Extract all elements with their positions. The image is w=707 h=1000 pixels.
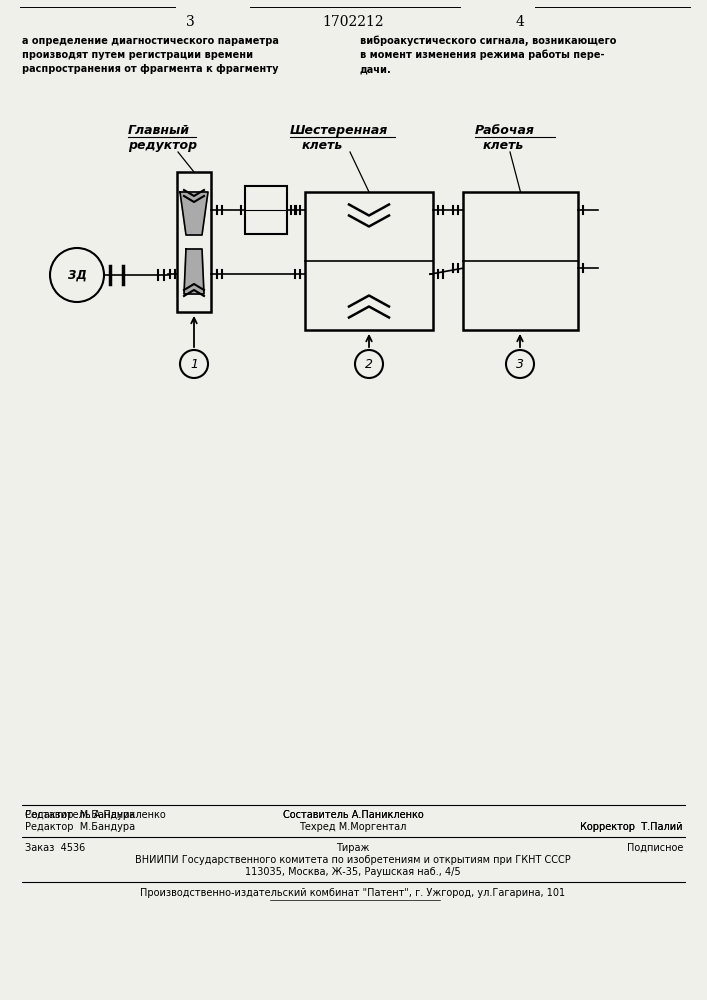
Text: ЗД: ЗД [68,268,86,282]
Bar [305,192,433,330]
Text: Составитель А.Паникленко: Составитель А.Паникленко [283,810,423,820]
Polygon shape [180,192,208,235]
Text: дачи.: дачи. [360,64,392,74]
Text: ВНИИПИ Государственного комитета по изобретениям и открытиям при ГКНТ СССР: ВНИИПИ Государственного комитета по изоб… [135,855,571,865]
Circle shape [506,350,534,378]
Text: а определение диагностического параметра: а определение диагностического параметра [22,36,279,46]
Circle shape [355,350,383,378]
Text: Корректор  Т.Палий: Корректор Т.Палий [580,822,683,832]
Text: распространения от фрагмента к фрагменту: распространения от фрагмента к фрагменту [22,64,279,74]
Text: Заказ  4536: Заказ 4536 [25,843,86,853]
Text: Главный: Главный [128,124,190,137]
Circle shape [180,350,208,378]
Text: Техред М.Моргентал: Техред М.Моргентал [299,822,407,832]
Text: виброакустического сигнала, возникающего: виброакустического сигнала, возникающего [360,36,617,46]
Text: Составитель А.Паникленко: Составитель А.Паникленко [283,810,423,820]
Bar [245,186,287,234]
Bar [463,192,578,330]
Circle shape [50,248,104,302]
Text: 113035, Москва, Ж-35, Раушская наб., 4/5: 113035, Москва, Ж-35, Раушская наб., 4/5 [245,867,461,877]
Text: в момент изменения режима работы пере-: в момент изменения режима работы пере- [360,50,604,60]
Text: Подписное: Подписное [626,843,683,853]
Bar [177,172,211,312]
Text: Редактор  М.Бандура: Редактор М.Бандура [25,810,135,820]
Text: Тираж: Тираж [337,843,370,853]
Text: производят путем регистрации времени: производят путем регистрации времени [22,50,253,60]
Text: редуктор: редуктор [128,139,197,152]
Text: 4: 4 [515,15,525,29]
Text: 3: 3 [516,358,524,370]
Text: Шестеренная: Шестеренная [290,124,388,137]
Text: Составитель А.Паникленко: Составитель А.Паникленко [25,810,165,820]
Text: Редактор  М.Бандура: Редактор М.Бандура [25,822,135,832]
Text: 2: 2 [365,358,373,370]
Text: Производственно-издательский комбинат "Патент", г. Ужгород, ул.Гагарина, 101: Производственно-издательский комбинат "П… [141,888,566,898]
Text: 1702212: 1702212 [322,15,384,29]
Text: клеть: клеть [483,139,525,152]
Polygon shape [184,249,204,294]
Text: клеть: клеть [302,139,344,152]
Text: 3: 3 [186,15,194,29]
Text: Корректор  Т.Палий: Корректор Т.Палий [580,822,683,832]
Text: 1: 1 [190,358,198,370]
Text: Рабочая: Рабочая [475,124,535,137]
